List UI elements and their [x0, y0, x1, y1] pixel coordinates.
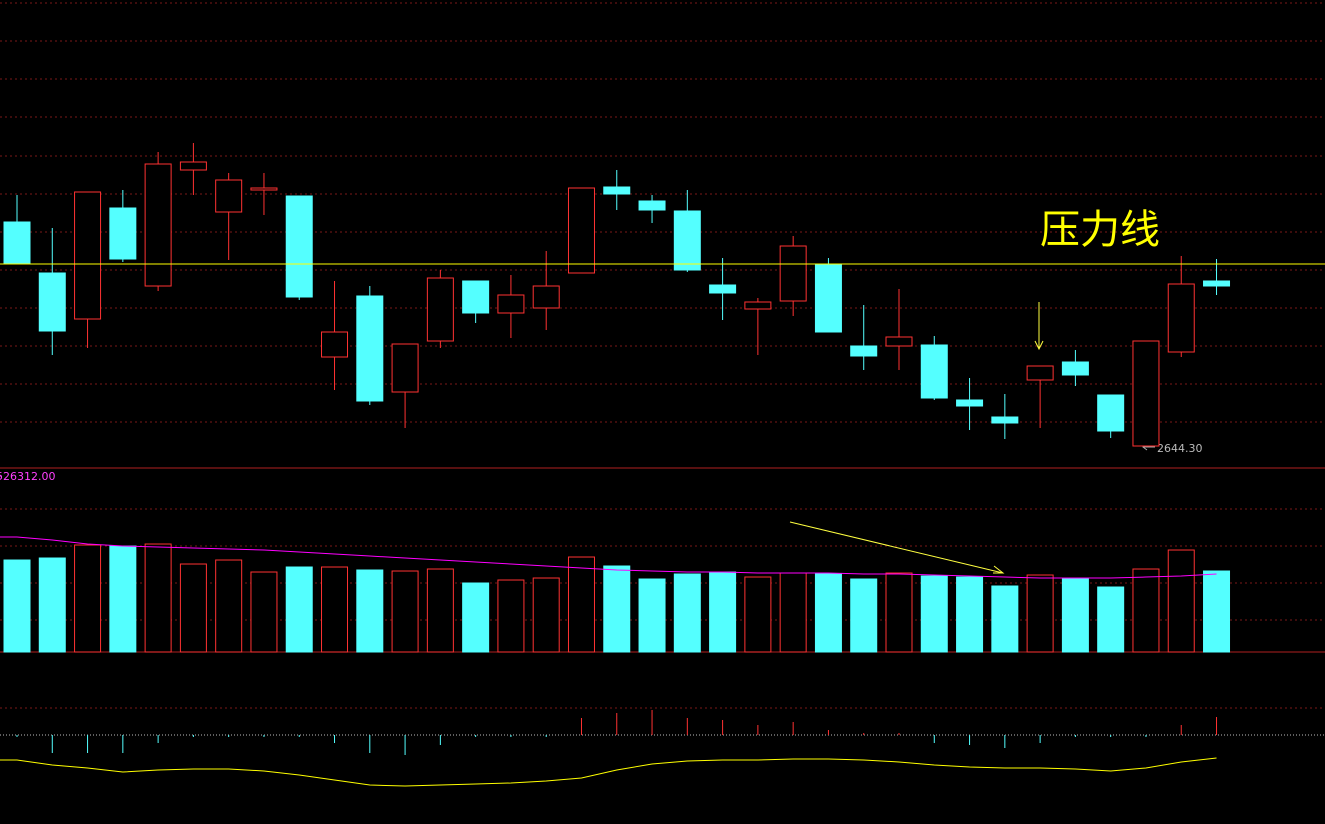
volume-bar — [179, 563, 207, 653]
indicator-line — [0, 536, 1217, 579]
volume-bar — [3, 559, 31, 653]
volume-bar — [532, 577, 560, 653]
volume-bar — [709, 571, 737, 653]
volume-bar — [1203, 570, 1231, 653]
volume-bar — [321, 566, 349, 653]
candle-body — [3, 221, 31, 265]
volume-bar — [920, 575, 948, 653]
volume-bar — [285, 566, 313, 653]
candle-body — [109, 207, 137, 260]
volume-bar — [109, 545, 137, 653]
candle-body — [285, 195, 313, 298]
candle-body — [850, 345, 878, 357]
candle-body — [885, 336, 913, 347]
volume-bar — [885, 572, 913, 653]
y-tick-label: 526312.00 — [0, 470, 56, 483]
volume-bar — [497, 579, 525, 653]
candle-body — [532, 285, 560, 309]
candle-body — [779, 245, 807, 302]
candle-body — [497, 294, 525, 314]
volume-bar — [991, 585, 1019, 653]
candle-body — [250, 187, 278, 191]
candle-body — [1203, 280, 1231, 287]
volume-bar — [603, 565, 631, 653]
candle-body — [356, 295, 384, 402]
indicator-line — [0, 757, 1217, 787]
candle-body — [744, 301, 772, 310]
resistance-label: 压力线 — [1040, 207, 1160, 253]
trend-arrow-head — [993, 565, 1005, 574]
volume-bar — [1132, 568, 1160, 653]
volume-bar — [144, 543, 172, 653]
volume-bar — [1026, 574, 1054, 653]
volume-bar — [250, 571, 278, 653]
candle-body — [991, 416, 1019, 424]
volume-bar — [74, 544, 102, 653]
candle-body — [1026, 365, 1054, 381]
marks: 526312.00 — [0, 143, 1325, 787]
candle-body — [426, 277, 454, 342]
candle-body — [38, 272, 66, 332]
volume-bar — [779, 572, 807, 653]
candle-body — [321, 331, 349, 358]
trend-arrow — [789, 521, 1004, 574]
candle-body — [567, 187, 595, 274]
volume-bar — [567, 556, 595, 653]
down-arrow-head — [1034, 340, 1044, 351]
candle-body — [462, 280, 490, 314]
volume-bar — [638, 578, 666, 653]
candle-body — [814, 263, 842, 333]
candle-body — [638, 200, 666, 211]
candle-body — [920, 344, 948, 399]
candle-body — [956, 399, 984, 407]
volume-bar — [744, 576, 772, 653]
volume-bar — [215, 559, 243, 653]
volume-bar — [356, 569, 384, 653]
candle-body — [1097, 394, 1125, 432]
volume-bar — [850, 578, 878, 653]
candle-body — [1167, 283, 1195, 353]
low-label: 2644.30 — [1157, 442, 1203, 455]
volume-bar — [673, 573, 701, 653]
volume-bar — [38, 557, 66, 653]
volume-bar — [462, 582, 490, 653]
candle-body — [709, 284, 737, 294]
volume-bar — [1167, 549, 1195, 653]
volume-bar — [426, 568, 454, 653]
candle-body — [603, 186, 631, 195]
volume-bar — [1097, 586, 1125, 653]
candle-body — [74, 191, 102, 320]
candle-body — [144, 163, 172, 287]
volume-bar — [1061, 578, 1089, 653]
volume-bar — [956, 576, 984, 653]
candle-body — [215, 179, 243, 213]
candle-body — [179, 161, 207, 171]
candle-body — [391, 343, 419, 393]
candle-body — [673, 210, 701, 271]
candle-body — [1061, 361, 1089, 376]
candle-body — [1132, 340, 1160, 447]
volume-bar — [814, 573, 842, 653]
volume-bar — [391, 570, 419, 653]
